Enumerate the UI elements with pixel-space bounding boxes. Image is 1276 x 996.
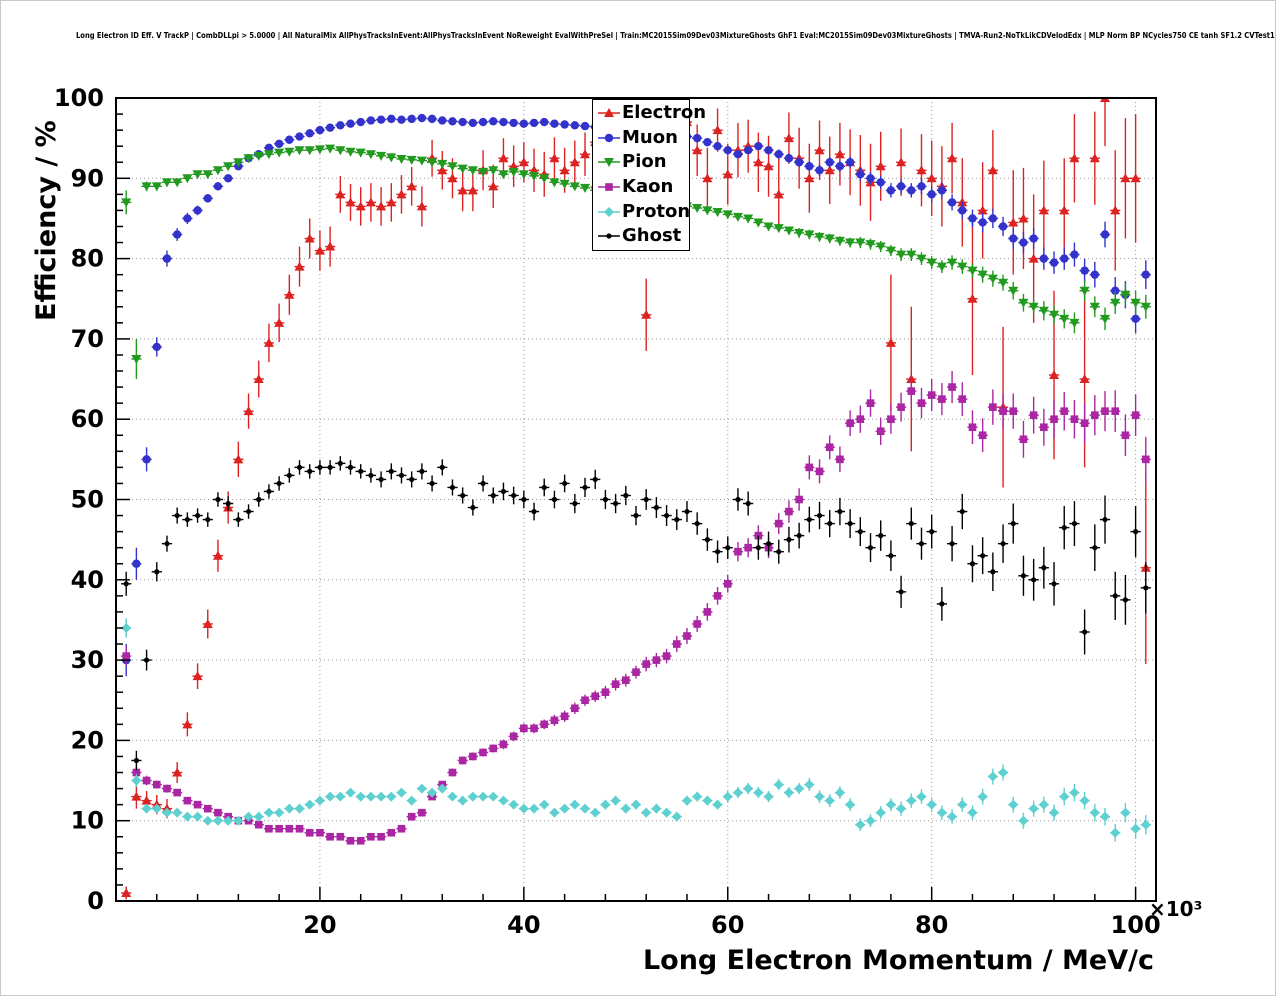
legend-label: Ghost <box>622 225 682 247</box>
pion-triangle-down-marker-icon <box>596 154 622 170</box>
muon-circle-marker-icon <box>596 130 622 146</box>
svg-text:100: 100 <box>54 84 104 112</box>
svg-text:10: 10 <box>71 807 104 835</box>
svg-text:20: 20 <box>303 911 336 939</box>
legend-label: Proton <box>622 200 691 222</box>
svg-text:60: 60 <box>711 911 744 939</box>
legend-item-ghost: Ghost <box>593 224 689 249</box>
svg-text:80: 80 <box>915 911 948 939</box>
svg-text:30: 30 <box>71 646 104 674</box>
proton-diamond-marker-icon <box>596 204 622 220</box>
legend-label: Muon <box>622 126 678 148</box>
svg-text:40: 40 <box>507 911 540 939</box>
svg-text:40: 40 <box>71 566 104 594</box>
legend-label: Pion <box>622 151 667 173</box>
x-axis-multiplier: ×10³ <box>1149 897 1203 921</box>
axis-tick-labels: 0 10 20 30 40 50 60 70 80 90 100 20 40 60 80 100 <box>54 84 1161 939</box>
svg-text:80: 80 <box>71 245 104 273</box>
y-axis-title: Efficiency / % <box>31 120 62 321</box>
svg-text:0: 0 <box>87 887 104 915</box>
axis-ticks <box>116 97 1137 902</box>
svg-text:50: 50 <box>71 486 104 514</box>
series-electron <box>121 98 1151 900</box>
svg-text:90: 90 <box>71 164 104 192</box>
series-kaon <box>121 371 1151 845</box>
legend-label: Kaon <box>622 176 674 198</box>
legend-item-kaon: Kaon <box>593 175 689 200</box>
legend-item-pion: Pion <box>593 150 689 175</box>
series-pion <box>121 144 1151 380</box>
svg-text:70: 70 <box>71 325 104 353</box>
legend: Electron Muon Pion Kaon Proton Ghost <box>592 99 706 251</box>
svg-text:60: 60 <box>71 405 104 433</box>
svg-text:100: 100 <box>1111 911 1161 939</box>
ghost-dot-marker-icon <box>596 228 622 244</box>
plot-title: Long Electron ID Eff. V TrackP | CombDLL… <box>76 31 1276 40</box>
legend-label: Electron <box>622 102 707 124</box>
legend-item-muon: Muon <box>593 126 689 151</box>
series-proton <box>121 618 1151 842</box>
kaon-square-marker-icon <box>596 179 622 195</box>
legend-item-electron: Electron <box>593 101 706 126</box>
electron-triangle-marker-icon <box>596 105 622 121</box>
svg-text:20: 20 <box>71 726 104 754</box>
legend-item-proton: Proton <box>593 199 691 224</box>
x-axis-title: Long Electron Momentum / MeV/c <box>642 945 1154 976</box>
series-ghost <box>121 456 1151 771</box>
